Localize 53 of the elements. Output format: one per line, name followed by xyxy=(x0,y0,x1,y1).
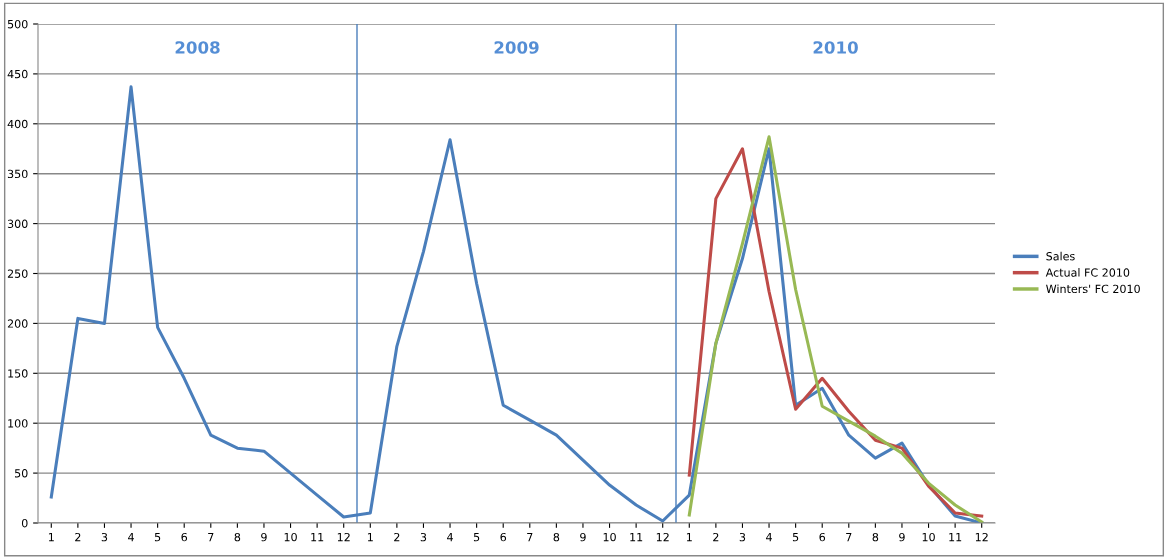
y-tick-label: 100 xyxy=(8,419,28,428)
x-tick-label: 10 xyxy=(284,532,297,542)
x-tick-label: 5 xyxy=(154,533,161,542)
annotation: 2010 xyxy=(813,41,858,54)
x-tick-label: 2 xyxy=(713,532,719,542)
x-tick-label: 4 xyxy=(447,533,453,542)
x-tick-label: 9 xyxy=(899,532,905,542)
x-tick-label: 10 xyxy=(603,532,616,542)
x-tick-label: 2 xyxy=(394,532,400,542)
x-tick-label: 2 xyxy=(75,532,81,542)
x-tick-label: 5 xyxy=(792,533,799,542)
x-tick-label: 4 xyxy=(766,533,772,542)
x-tick-label: 3 xyxy=(101,532,108,542)
x-tick-label: 12 xyxy=(656,532,669,542)
x-tick-label: 6 xyxy=(819,532,826,542)
y-tick-label: 300 xyxy=(7,219,28,228)
x-tick-label: 1 xyxy=(686,533,692,542)
x-tick-label: 10 xyxy=(922,532,935,542)
x-tick-label: 11 xyxy=(311,533,324,542)
x-tick-label: 9 xyxy=(580,532,586,542)
x-tick-label: 4 xyxy=(128,533,134,542)
x-tick-label: 5 xyxy=(473,533,480,542)
y-tick-label: 150 xyxy=(8,369,28,378)
annotation: 2009 xyxy=(494,41,539,54)
x-tick-label: 1 xyxy=(367,533,373,542)
legend-label: Winters' FC 2010 xyxy=(1046,284,1140,294)
annotation: 2008 xyxy=(175,41,220,54)
x-tick-label: 11 xyxy=(630,533,643,542)
x-tick-label: 1 xyxy=(48,533,54,542)
legend-label: Sales xyxy=(1046,251,1075,261)
x-tick-label: 12 xyxy=(337,532,350,542)
y-tick-label: 350 xyxy=(7,169,28,179)
x-tick-label: 3 xyxy=(739,532,746,542)
x-tick-label: 8 xyxy=(234,532,241,542)
x-tick-label: 9 xyxy=(261,532,267,542)
x-tick-label: 12 xyxy=(975,532,988,542)
x-tick-label: 6 xyxy=(500,532,507,542)
legend-label: Actual FC 2010 xyxy=(1045,268,1130,277)
x-tick-label: 8 xyxy=(872,532,879,542)
y-tick-label: 50 xyxy=(15,469,28,478)
y-tick-label: 500 xyxy=(7,19,28,29)
x-tick-label: 7 xyxy=(846,533,852,542)
y-tick-label: 450 xyxy=(7,69,28,79)
y-tick-label: 200 xyxy=(7,319,28,328)
x-tick-label: 6 xyxy=(181,532,188,542)
x-tick-label: 3 xyxy=(420,532,427,542)
y-tick-label: 0 xyxy=(21,518,28,528)
x-tick-label: 7 xyxy=(527,533,533,542)
x-tick-label: 11 xyxy=(949,533,962,542)
y-tick-label: 400 xyxy=(7,119,28,129)
y-tick-label: 250 xyxy=(7,269,28,278)
x-tick-label: 8 xyxy=(553,532,560,542)
x-tick-label: 7 xyxy=(208,533,214,542)
